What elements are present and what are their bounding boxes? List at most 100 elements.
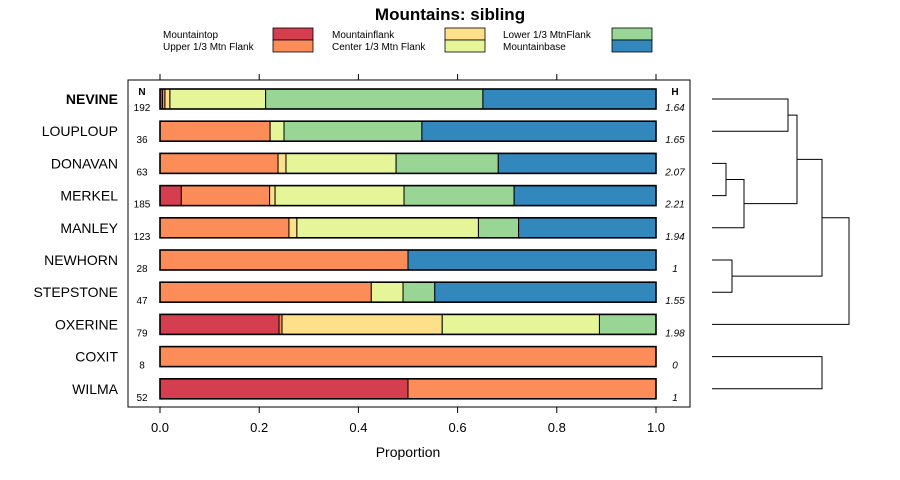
legend-label: Upper 1/3 Mtn Flank bbox=[163, 42, 255, 53]
h-value: 1.65 bbox=[665, 135, 685, 146]
x-tick-label: 0.0 bbox=[151, 420, 169, 435]
bar-segment bbox=[403, 185, 515, 207]
bar-segment bbox=[159, 217, 290, 239]
bars bbox=[159, 88, 657, 400]
bar-segment bbox=[283, 120, 423, 142]
chart-title: Mountains: sibling bbox=[375, 5, 525, 24]
bar-segment bbox=[159, 313, 280, 335]
bar-segment bbox=[159, 249, 409, 271]
row-label: DONAVAN bbox=[51, 155, 118, 171]
bar-segment bbox=[269, 120, 285, 142]
n-value: 185 bbox=[134, 200, 151, 211]
legend-swatch bbox=[444, 39, 486, 53]
dendrogram bbox=[712, 98, 850, 390]
dendrogram-link bbox=[732, 158, 823, 277]
bar-outline bbox=[159, 184, 657, 207]
bar-segment bbox=[265, 88, 484, 110]
bar-segment bbox=[402, 281, 436, 303]
h-value: 2.07 bbox=[664, 167, 685, 178]
bar-segment bbox=[169, 88, 267, 110]
row-label: WILMA bbox=[72, 381, 119, 397]
n-header: N bbox=[138, 87, 145, 98]
bar-segment bbox=[159, 120, 271, 142]
row-labels: NEVINE 192 1.64 LOUPLOUP 36 1.65 DONAVAN 63 2.07… bbox=[33, 91, 685, 404]
bar-segment bbox=[296, 217, 479, 239]
legend-label: Lower 1/3 MtnFlank bbox=[503, 30, 592, 41]
n-value: 8 bbox=[139, 361, 145, 372]
h-header: H bbox=[671, 87, 678, 98]
dendrogram-link bbox=[712, 356, 823, 390]
bar-segment bbox=[441, 313, 600, 335]
bar-segment bbox=[407, 249, 657, 271]
bar-segment bbox=[159, 281, 372, 303]
h-value: 0 bbox=[672, 361, 678, 372]
dendrogram-link bbox=[712, 162, 727, 197]
bar-segment bbox=[598, 313, 657, 335]
row-label: LOUPLOUP bbox=[42, 123, 118, 139]
dendrogram-link bbox=[712, 179, 745, 229]
bar-segment bbox=[159, 346, 657, 368]
bar-segment bbox=[180, 185, 271, 207]
bar-segment bbox=[497, 152, 657, 174]
legend-label: Center 1/3 Mtn Flank bbox=[332, 42, 426, 53]
n-value: 79 bbox=[136, 328, 148, 339]
h-value: 2.21 bbox=[664, 200, 684, 211]
bar-outline bbox=[159, 249, 657, 271]
bar-outline bbox=[159, 281, 657, 304]
bar-segment bbox=[277, 152, 287, 174]
n-value: 192 bbox=[134, 103, 151, 114]
x-axis: 0.0 0.2 0.4 0.6 0.8 1.0 bbox=[151, 74, 665, 435]
bar-segment bbox=[269, 185, 276, 207]
x-tick-label: 0.8 bbox=[548, 420, 566, 435]
legend-swatch bbox=[611, 27, 653, 41]
bar-outline bbox=[159, 313, 657, 336]
bar-outline bbox=[159, 377, 657, 400]
legend-label: Mountainflank bbox=[332, 30, 395, 41]
n-value: 36 bbox=[136, 135, 148, 146]
dendrogram-link bbox=[712, 217, 850, 325]
row-label: MANLEY bbox=[60, 220, 118, 236]
bar-segment bbox=[518, 217, 657, 239]
bar-segment bbox=[159, 152, 279, 174]
row-label: COXIT bbox=[75, 349, 118, 365]
bar-segment bbox=[281, 313, 443, 335]
bar-segment bbox=[285, 152, 397, 174]
bar-segment bbox=[159, 185, 182, 207]
bar-segment bbox=[421, 120, 657, 142]
x-axis-label: Proportion bbox=[376, 444, 441, 460]
dendrogram-link bbox=[712, 259, 733, 293]
dendrogram-link bbox=[712, 98, 789, 132]
n-value: 28 bbox=[136, 264, 148, 275]
legend-swatch bbox=[272, 39, 314, 53]
bar-segment bbox=[434, 281, 657, 303]
bar-outline bbox=[159, 345, 657, 368]
row-label: NEVINE bbox=[66, 91, 118, 107]
bar-segment bbox=[395, 152, 499, 174]
bar-outline bbox=[159, 152, 657, 175]
n-value: 123 bbox=[134, 232, 151, 243]
plot-frame bbox=[127, 79, 691, 408]
bar-segment bbox=[274, 185, 405, 207]
row-label: STEPSTONE bbox=[33, 284, 118, 300]
legend-swatch bbox=[444, 27, 486, 41]
bar-outline bbox=[159, 120, 657, 142]
h-value: 1.98 bbox=[665, 328, 685, 339]
bar-segment bbox=[407, 378, 657, 400]
bar-segment bbox=[288, 217, 298, 239]
row-label: MERKEL bbox=[60, 188, 118, 204]
bar-segment bbox=[370, 281, 404, 303]
h-value: 1.55 bbox=[665, 296, 685, 307]
n-value: 47 bbox=[136, 296, 148, 307]
bar-outline bbox=[159, 88, 657, 110]
h-value: 1 bbox=[672, 264, 678, 275]
bar-segment bbox=[159, 378, 409, 400]
x-tick-label: 1.0 bbox=[647, 420, 665, 435]
bar-segment bbox=[482, 88, 657, 110]
row-label: NEWHORN bbox=[44, 252, 118, 268]
legend-swatch bbox=[611, 39, 653, 53]
h-value: 1.64 bbox=[665, 103, 685, 114]
h-value: 1 bbox=[672, 393, 678, 404]
h-value: 1.94 bbox=[665, 232, 685, 243]
